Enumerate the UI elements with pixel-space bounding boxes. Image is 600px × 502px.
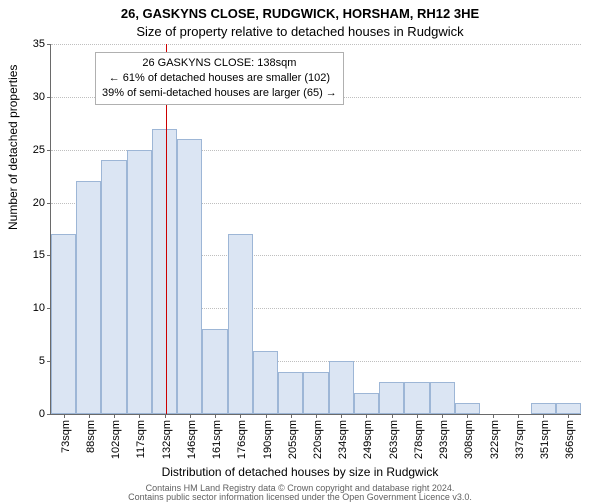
histogram-bar [152, 129, 177, 414]
histogram-bar [455, 403, 480, 414]
x-tick-label: 293sqm [438, 420, 450, 459]
y-tick-label: 0 [39, 408, 45, 420]
y-tick-label: 30 [33, 91, 45, 103]
chart-title-main: 26, GASKYNS CLOSE, RUDGWICK, HORSHAM, RH… [0, 6, 600, 21]
footer-attribution: Contains HM Land Registry data © Crown c… [0, 484, 600, 502]
grid-line [51, 44, 581, 45]
y-axis-label: Number of detached properties [6, 65, 20, 230]
x-tick-mark [240, 414, 241, 418]
x-tick-label: 322sqm [489, 420, 501, 459]
y-tick-label: 10 [33, 302, 45, 314]
x-tick-label: 263sqm [388, 420, 400, 459]
plot-area: 0510152025303573sqm88sqm102sqm117sqm132s… [50, 44, 581, 415]
annotation-line1: 26 GASKYNS CLOSE: 138sqm [102, 56, 337, 71]
y-tick-label: 15 [33, 249, 45, 261]
x-tick-mark [190, 414, 191, 418]
x-axis-label: Distribution of detached houses by size … [0, 465, 600, 479]
chart-container: 26, GASKYNS CLOSE, RUDGWICK, HORSHAM, RH… [0, 0, 600, 500]
x-tick-label: 351sqm [539, 420, 551, 459]
chart-title-sub: Size of property relative to detached ho… [0, 24, 600, 39]
histogram-bar [76, 181, 101, 414]
x-tick-mark [518, 414, 519, 418]
x-tick-label: 220sqm [312, 420, 324, 459]
histogram-bar [379, 382, 404, 414]
x-tick-label: 146sqm [186, 420, 198, 459]
x-tick-mark [114, 414, 115, 418]
histogram-bar [531, 403, 556, 414]
histogram-bar [556, 403, 581, 414]
x-tick-mark [266, 414, 267, 418]
histogram-bar [354, 393, 379, 414]
annotation-line3: 39% of semi-detached houses are larger (… [102, 86, 337, 101]
y-tick-label: 35 [33, 38, 45, 50]
histogram-bar [430, 382, 455, 414]
annotation-line2: ← 61% of detached houses are smaller (10… [102, 71, 337, 86]
x-tick-mark [417, 414, 418, 418]
x-tick-mark [543, 414, 544, 418]
y-tick-mark [47, 97, 51, 98]
x-tick-label: 176sqm [236, 420, 248, 459]
histogram-bar [228, 234, 253, 414]
x-tick-mark [89, 414, 90, 418]
x-tick-label: 102sqm [110, 420, 122, 459]
x-tick-label: 337sqm [514, 420, 526, 459]
footer-line2: Contains public sector information licen… [0, 493, 600, 502]
y-tick-mark [47, 203, 51, 204]
x-tick-mark [568, 414, 569, 418]
x-tick-label: 366sqm [564, 420, 576, 459]
y-tick-mark [47, 414, 51, 415]
y-tick-label: 20 [33, 197, 45, 209]
x-tick-mark [215, 414, 216, 418]
histogram-bar [127, 150, 152, 414]
x-tick-mark [139, 414, 140, 418]
x-tick-mark [442, 414, 443, 418]
x-tick-label: 308sqm [463, 420, 475, 459]
x-tick-mark [467, 414, 468, 418]
histogram-bar [202, 329, 227, 414]
y-tick-label: 5 [39, 355, 45, 367]
x-tick-mark [392, 414, 393, 418]
x-tick-label: 132sqm [161, 420, 173, 459]
histogram-bar [404, 382, 429, 414]
y-tick-mark [47, 44, 51, 45]
histogram-bar [177, 139, 202, 414]
x-tick-label: 88sqm [85, 420, 97, 453]
x-tick-label: 249sqm [362, 420, 374, 459]
x-tick-label: 234sqm [337, 420, 349, 459]
histogram-bar [51, 234, 76, 414]
x-tick-label: 205sqm [287, 420, 299, 459]
histogram-bar [303, 372, 328, 414]
x-tick-mark [291, 414, 292, 418]
x-tick-label: 278sqm [413, 420, 425, 459]
x-tick-mark [366, 414, 367, 418]
x-tick-mark [316, 414, 317, 418]
x-tick-mark [64, 414, 65, 418]
histogram-bar [101, 160, 126, 414]
x-tick-mark [493, 414, 494, 418]
x-tick-label: 73sqm [60, 420, 72, 453]
x-tick-mark [165, 414, 166, 418]
x-tick-mark [341, 414, 342, 418]
x-tick-label: 190sqm [262, 420, 274, 459]
y-tick-label: 25 [33, 144, 45, 156]
x-tick-label: 117sqm [135, 420, 147, 458]
histogram-bar [329, 361, 354, 414]
x-tick-label: 161sqm [211, 420, 223, 459]
y-tick-mark [47, 150, 51, 151]
histogram-bar [278, 372, 303, 414]
property-annotation: 26 GASKYNS CLOSE: 138sqm ← 61% of detach… [95, 52, 344, 105]
histogram-bar [253, 351, 278, 414]
